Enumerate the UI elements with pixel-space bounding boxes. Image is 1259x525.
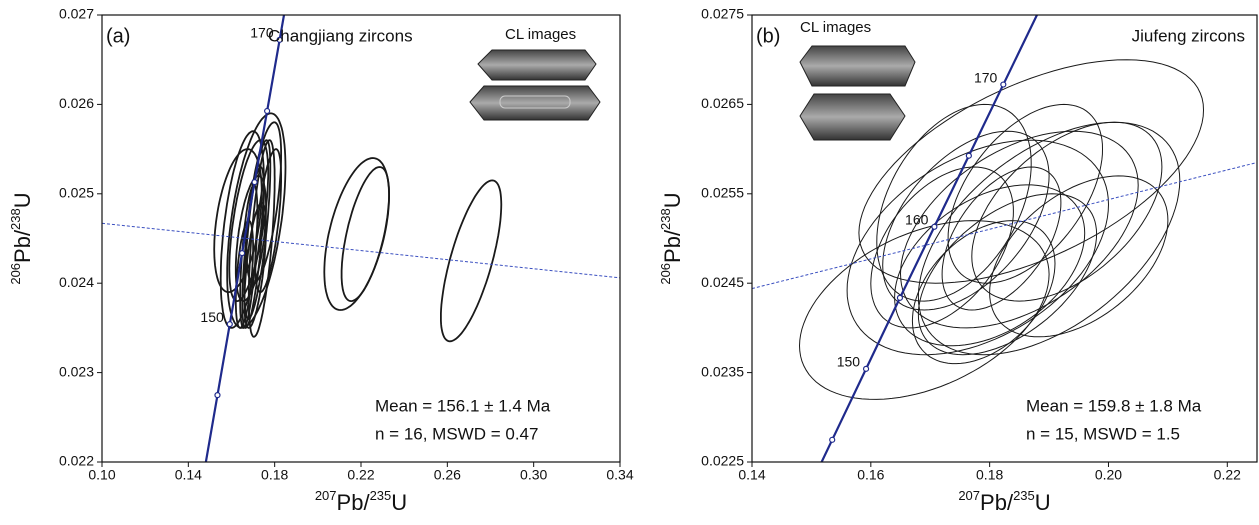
y-tick-label: 0.0275 [701,6,744,22]
x-tick-label: 0.10 [88,467,115,483]
panel-title: Changjiang zircons [268,26,413,45]
y-axis-label-part: U [10,192,35,208]
y-tick-label: 0.027 [59,6,94,22]
x-tick-label: 0.18 [976,467,1003,483]
x-axis-label-part: U [1035,490,1051,515]
y-tick-label: 0.0245 [701,274,744,290]
concordia-age-marker [932,224,937,229]
x-tick-label: 0.26 [434,467,461,483]
cl-note: CL images [505,26,576,43]
discordia-line [102,223,620,278]
x-axis-label-part: Pb/ [337,490,371,515]
plot-area [752,13,1257,510]
concordia-age-marker [830,437,835,442]
error-ellipse [441,180,501,341]
x-axis-label-part: 235 [370,488,392,503]
age-label: 170 [974,69,998,85]
x-tick-label: 0.34 [606,467,633,483]
y-axis-label-part: U [660,192,685,208]
x-tick-label: 0.18 [261,467,288,483]
y-axis-label: 206Pb/238U [658,192,685,284]
panel-label: (a) [106,25,130,47]
x-axis-label-part: Pb/ [980,490,1014,515]
panel: 0.14 0.16 0.18 0.20 0.22 0.0225 0.0235 0.0245 0.… [658,6,1257,515]
x-axis-label: 207Pb/235U [315,488,407,515]
x-axis-label: 207Pb/235U [958,488,1050,515]
stats-text: n = 16, MSWD = 0.47 [375,424,538,443]
figure: 0.10 0.14 0.18 0.22 0.26 0.30 0.34 0.022 0.023 0.… [0,0,1259,525]
error-ellipse [918,194,1096,355]
concordia-curve [798,13,1037,510]
x-axis-label-part: 207 [958,488,980,503]
cl-images-a [470,50,600,120]
x-tick-label: 0.16 [857,467,884,483]
x-tick-label: 0.20 [1095,467,1122,483]
age-label: 150 [200,309,224,325]
y-axis-label-part: 238 [8,208,23,230]
x-axis-label-part: 235 [1013,488,1035,503]
error-ellipse [324,158,389,310]
concordia-age-marker [1001,82,1006,87]
y-tick-label: 0.024 [59,274,94,290]
y-axis-label-part: Pb/ [10,229,35,263]
stats-text: Mean = 156.1 ± 1.4 Ma [375,396,551,415]
x-tick-label: 0.30 [520,467,547,483]
concordia-age-marker [897,295,902,300]
y-tick-label: 0.023 [59,363,94,379]
concordia-age-marker [252,180,257,185]
y-axis-label-part: 238 [658,208,673,230]
y-tick-label: 0.025 [59,185,94,201]
y-tick-label: 0.0255 [701,185,744,201]
y-axis-label: 206Pb/238U [8,192,35,284]
plot-frame [102,15,620,462]
x-tick-label: 0.22 [1214,467,1241,483]
age-label: 160 [905,211,929,227]
y-axis-label-part: Pb/ [660,229,685,263]
x-tick-label: 0.14 [738,467,765,483]
concordia-age-marker [265,109,270,114]
error-ellipse [342,167,390,301]
concordia-age-marker [227,322,232,327]
y-tick-label: 0.022 [59,453,94,469]
y-tick-label: 0.0235 [701,363,744,379]
panel-label: (b) [756,25,780,47]
panel-title: Jiufeng zircons [1132,26,1245,45]
age-label: 150 [837,354,861,370]
y-tick-label: 0.0265 [701,95,744,111]
cl-note: CL images [800,19,871,36]
x-axis-label-part: 207 [315,488,337,503]
stats-text: Mean = 159.8 ± 1.8 Ma [1026,396,1202,415]
y-tick-label: 0.026 [59,95,94,111]
y-tick-label: 0.0225 [701,453,744,469]
stats-text: n = 15, MSWD = 1.5 [1026,424,1180,443]
concordia-age-marker [240,251,245,256]
y-axis-label-part: 206 [658,263,673,285]
x-tick-label: 0.22 [347,467,374,483]
y-axis-label-part: 206 [8,263,23,285]
cl-images-b [800,46,915,140]
concordia-age-marker [864,366,869,371]
concordia-age-marker [966,153,971,158]
concordia-age-marker [215,393,220,398]
x-axis-label-part: U [391,490,407,515]
x-tick-label: 0.14 [175,467,202,483]
